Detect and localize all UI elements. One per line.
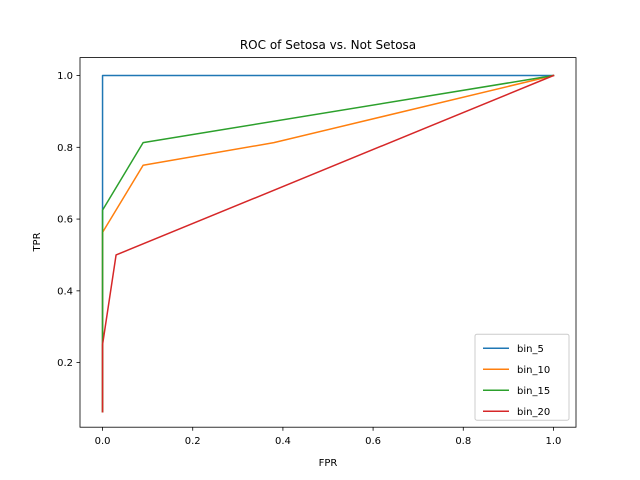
x-tick-label: 0.8 (455, 436, 471, 447)
legend-label-bin_10: bin_10 (517, 365, 550, 376)
y-tick-label: 1.0 (57, 71, 73, 82)
series-lines (101, 74, 555, 413)
y-axis-title: TPR (32, 232, 43, 252)
x-tick-label: 0.0 (95, 436, 111, 447)
chart-title: ROC of Setosa vs. Not Setosa (240, 38, 416, 52)
x-axis-title: FPR (319, 458, 338, 469)
legend-label-bin_20: bin_20 (517, 407, 550, 418)
axis-ticks: 0.0 0.2 0.4 0.6 0.8 1.0 0.2 0.4 0.6 0.8 1.0 (57, 71, 561, 447)
x-tick-label: 0.2 (185, 436, 201, 447)
legend-box (474, 333, 570, 421)
series-line-bin_20 (101, 74, 555, 413)
legend-label-bin_15: bin_15 (517, 386, 550, 397)
plot-frame (79, 57, 577, 428)
x-tick-label: 0.6 (365, 436, 381, 447)
x-tick-label: 0.4 (275, 436, 291, 447)
y-tick-label: 0.4 (57, 286, 73, 297)
x-tick-label: 1.0 (546, 436, 562, 447)
y-tick-label: 0.6 (57, 215, 73, 226)
y-tick-label: 0.8 (57, 143, 73, 154)
y-tick-label: 0.2 (57, 358, 73, 369)
legend: bin_5 bin_10 bin_15 bin_20 (474, 333, 570, 421)
legend-label-bin_5: bin_5 (517, 344, 544, 355)
